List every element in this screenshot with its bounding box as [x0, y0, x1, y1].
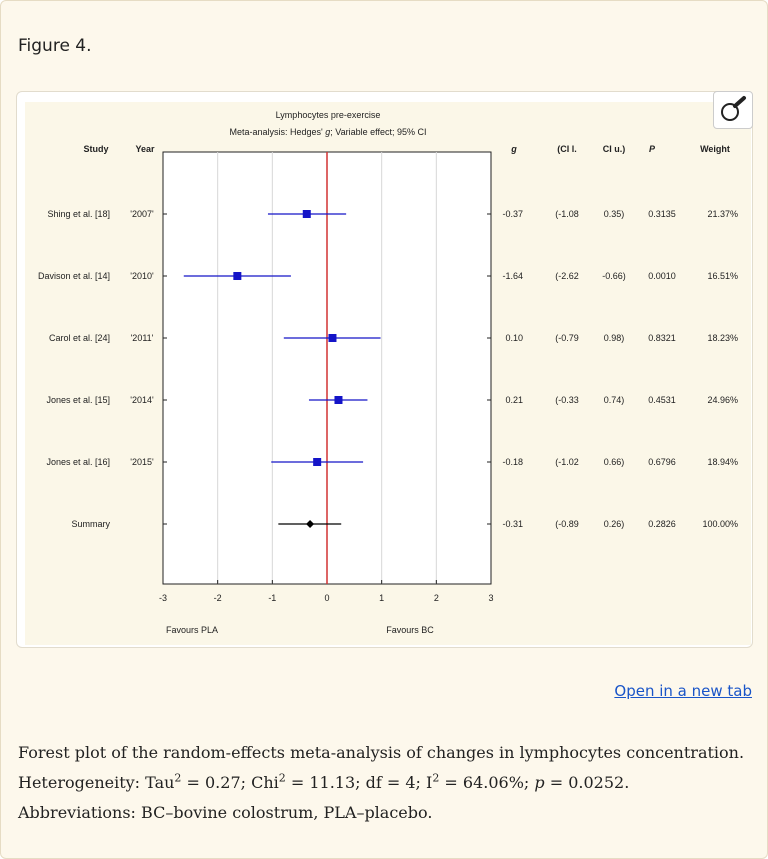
caption-het-prefix: Heterogeneity: Tau	[18, 773, 175, 792]
study-2-ci-upper: 0.98)	[604, 333, 625, 343]
chart-subtitle: Meta-analysis: Hedges' g; Variable effec…	[230, 127, 427, 137]
header-ci-upper: CI u.)	[603, 144, 626, 154]
study-4-year: '2015'	[130, 457, 154, 467]
caption-p-val: = 0.0252. Abbreviations: BC–bovine colos…	[18, 773, 630, 822]
study-0-label: Shing et al. [18]	[47, 209, 110, 219]
x-tick-label-3: 0	[324, 593, 329, 603]
study-0-point	[302, 210, 311, 218]
open-in-new-tab-link[interactable]: Open in a new tab	[614, 682, 752, 700]
study-0-year: '2007'	[130, 209, 154, 219]
study-2-weight: 18.23%	[707, 333, 738, 343]
study-1-label: Davison et al. [14]	[38, 271, 110, 281]
caption-p-italic: p	[534, 773, 545, 792]
x-tick-label-5: 2	[434, 593, 439, 603]
study-3-label: Jones et al. [15]	[46, 395, 110, 405]
header-ci-lower: (CI l.	[557, 144, 577, 154]
study-1-ci-upper: -0.66)	[602, 271, 626, 281]
study-4-point	[313, 458, 322, 466]
header-p: P	[649, 144, 656, 154]
figure-label: Figure 4.	[18, 36, 92, 56]
caption-chi-val: = 11.13; df = 4; I	[285, 773, 433, 792]
study-2-year: '2011'	[131, 333, 154, 343]
summary-g: -0.31	[502, 519, 523, 529]
study-0-ci-lower: (-1.08	[555, 209, 579, 219]
study-1-p: 0.0010	[648, 271, 676, 281]
study-3-weight: 24.96%	[707, 395, 738, 405]
study-4-g: -0.18	[502, 457, 523, 467]
figure-caption: Forest plot of the random-effects meta-a…	[18, 738, 748, 828]
caption-chi-sup: 2	[278, 771, 286, 785]
favours-left-label: Favours PLA	[166, 625, 218, 635]
study-4-p: 0.6796	[648, 457, 676, 467]
caption-i-sup: 2	[432, 771, 440, 785]
study-2-point	[328, 334, 337, 342]
study-4-label: Jones et al. [16]	[46, 457, 110, 467]
caption-i-val: = 64.06%;	[439, 773, 535, 792]
chart-title: Lymphocytes pre-exercise	[276, 110, 381, 120]
study-1-year: '2010'	[130, 271, 154, 281]
subtitle-pre: Meta-analysis: Hedges'	[230, 127, 326, 137]
study-0-ci-upper: 0.35)	[604, 209, 625, 219]
header-g: g	[510, 144, 517, 154]
header-year: Year	[135, 144, 155, 154]
study-0-weight: 21.37%	[707, 209, 738, 219]
favours-right-label: Favours BC	[386, 625, 434, 635]
x-tick-label-4: 1	[379, 593, 384, 603]
summary-diamond	[306, 520, 315, 528]
x-tick-label-6: 3	[488, 593, 493, 603]
caption-tau-sup: 2	[174, 771, 182, 785]
header-study: Study	[83, 144, 108, 154]
magnifier-icon	[721, 96, 746, 121]
study-1-g: -1.64	[502, 271, 523, 281]
study-4-weight: 18.94%	[707, 457, 738, 467]
study-1-ci-lower: (-2.62	[555, 271, 579, 281]
study-1-point	[233, 272, 242, 280]
study-2-label: Carol et al. [24]	[49, 333, 110, 343]
study-3-point	[334, 396, 343, 404]
summary-ci-upper: 0.26)	[604, 519, 625, 529]
summary-label: Summary	[71, 519, 110, 529]
zoom-button[interactable]	[713, 91, 753, 129]
study-3-year: '2014'	[130, 395, 154, 405]
subtitle-g: g	[325, 127, 330, 137]
caption-tau-val: = 0.27; Chi	[181, 773, 279, 792]
study-1-weight: 16.51%	[707, 271, 738, 281]
study-3-ci-upper: 0.74)	[604, 395, 625, 405]
summary-p: 0.2826	[648, 519, 676, 529]
x-tick-label-0: -3	[159, 593, 167, 603]
study-4-ci-lower: (-1.02	[555, 457, 579, 467]
caption-line1: Forest plot of the random-effects meta-a…	[18, 743, 745, 762]
study-2-ci-lower: (-0.79	[555, 333, 579, 343]
header-weight: Weight	[700, 144, 730, 154]
x-tick-label-2: -1	[268, 593, 276, 603]
study-2-g: 0.10	[505, 333, 523, 343]
study-3-p: 0.4531	[648, 395, 676, 405]
study-3-g: 0.21	[505, 395, 523, 405]
summary-ci-lower: (-0.89	[555, 519, 579, 529]
study-3-ci-lower: (-0.33	[555, 395, 579, 405]
study-0-g: -0.37	[502, 209, 523, 219]
subtitle-post: ; Variable effect; 95% CI	[330, 127, 426, 137]
study-2-p: 0.8321	[648, 333, 676, 343]
study-0-p: 0.3135	[648, 209, 676, 219]
study-4-ci-upper: 0.66)	[604, 457, 625, 467]
summary-weight: 100.00%	[702, 519, 738, 529]
x-tick-label-1: -2	[214, 593, 222, 603]
